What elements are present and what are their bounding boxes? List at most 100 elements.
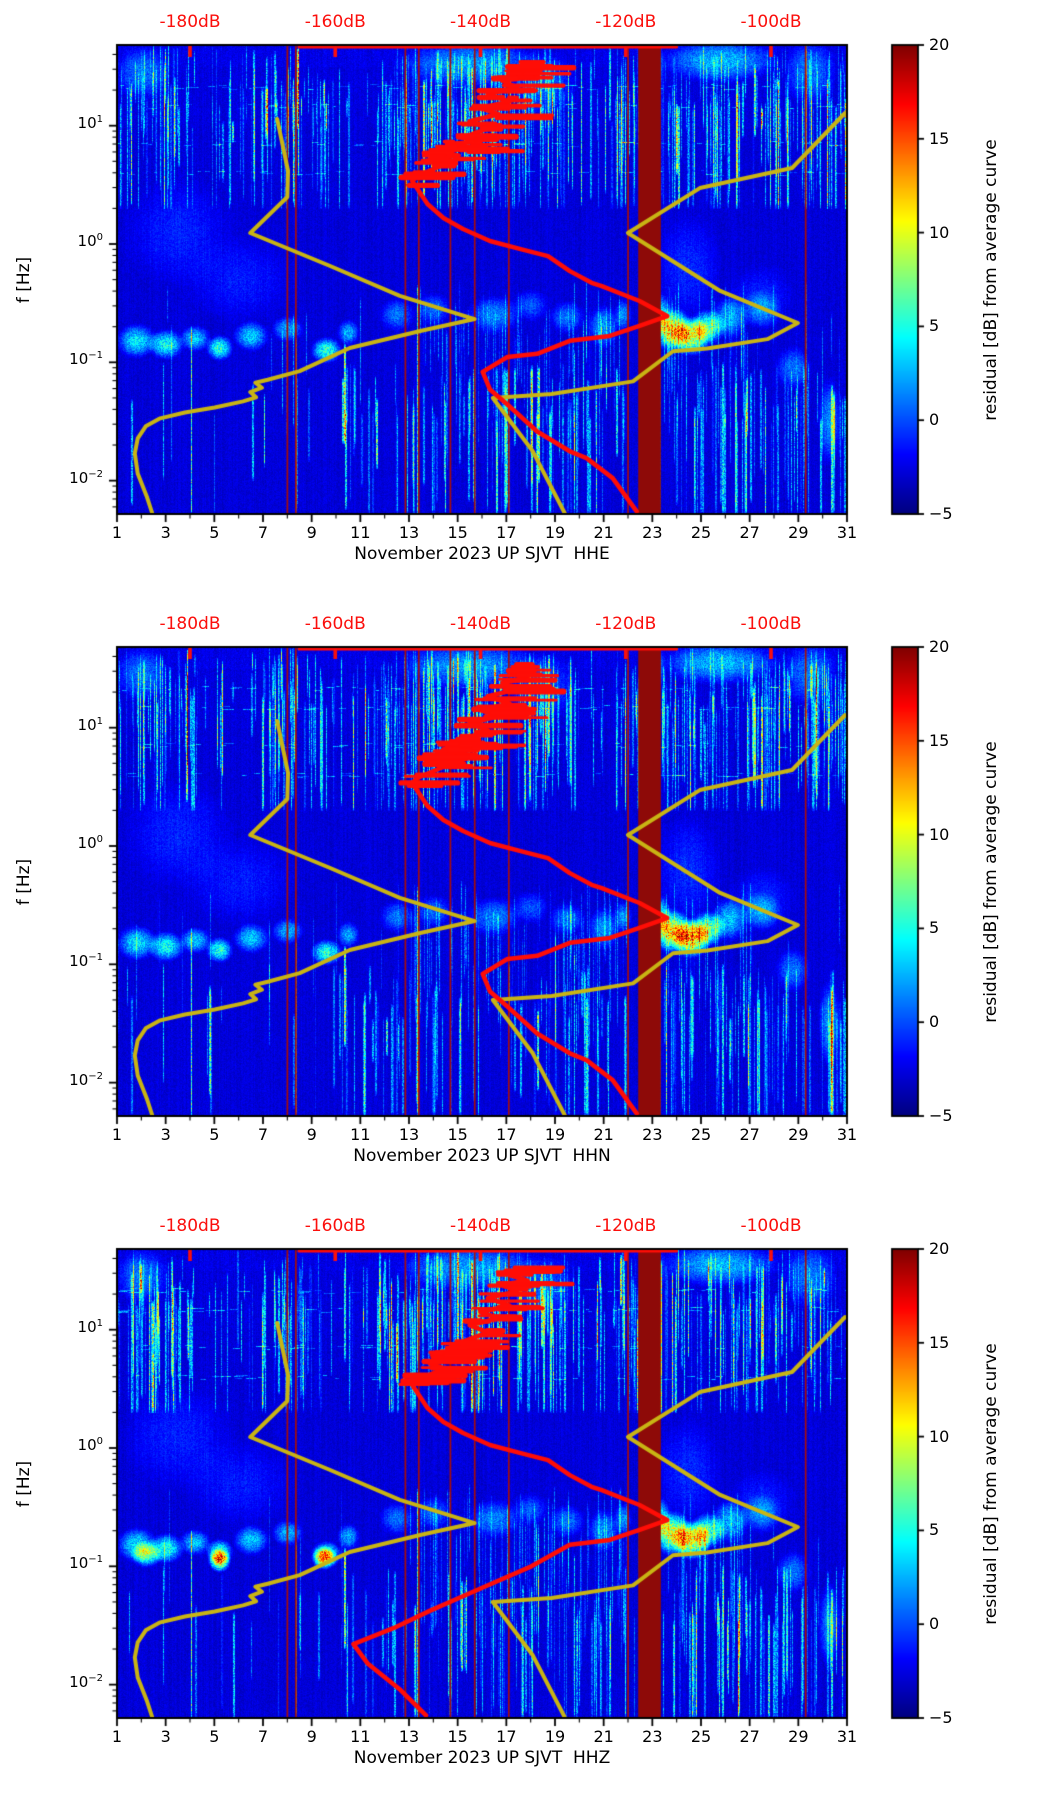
x-tick-label: 9 [306, 523, 317, 542]
x-tick-label: 9 [306, 1125, 317, 1144]
top-axis-tick-label: -100dB [740, 12, 802, 32]
top-axis-tick-label: -140dB [449, 12, 512, 32]
colorbar-tick-label: 20 [929, 35, 950, 54]
x-tick-label: 3 [160, 523, 171, 542]
colorbar-tick-label: 0 [929, 1614, 940, 1634]
x-tick-label: 17 [496, 1727, 517, 1746]
x-tick-label: 29 [788, 1727, 809, 1746]
x-tick-label: 11 [350, 1727, 371, 1746]
x-tick-label: 1 [111, 1727, 123, 1746]
top-axis-tick-label: -160dB [304, 614, 366, 634]
x-tick-label: 15 [447, 1727, 468, 1746]
x-tick-label: 21 [593, 523, 614, 542]
colorbar-tick-label: −5 [929, 1708, 953, 1727]
x-axis-title-hhe: November 2023 UP SJVT HHE [354, 544, 610, 564]
x-tick-label: 13 [398, 1125, 420, 1144]
top-axis-tick-label: -180dB [159, 1216, 221, 1236]
colorbar-label: residual [dB] from average curve [981, 138, 1001, 421]
y-tick-label: 10−1 [69, 1554, 103, 1573]
x-tick-label: 11 [350, 523, 371, 542]
colorbar-tick-label: 10 [929, 824, 950, 844]
x-tick-label: 29 [788, 523, 809, 542]
x-tick-label: 3 [160, 1727, 171, 1746]
y-axis-label: f [Hz] [14, 1460, 34, 1507]
x-tick-label: 5 [209, 1125, 220, 1144]
x-axis-title-hhz: November 2023 UP SJVT HHZ [353, 1748, 611, 1768]
top-axis-tick-label: -100dB [740, 1216, 802, 1236]
y-tick-label: 10−2 [69, 1672, 103, 1691]
top-axis-tick-label: -120dB [595, 614, 657, 634]
panel-hhz: -180dB -160dB -140dB -120dB -100dB 1 3 5 7 9 11 13 1… [0, 1204, 1052, 1806]
y-tick-label: 101 [77, 113, 103, 132]
colorbar-tick-label: 10 [929, 1426, 950, 1446]
x-tick-label: 23 [642, 1727, 663, 1746]
x-tick-label: 31 [836, 523, 858, 542]
y-tick-label: 100 [77, 232, 103, 250]
y-tick-label: 101 [77, 1317, 103, 1336]
top-axis-tick-label: -100dB [740, 614, 802, 634]
colorbar-tick-label: 5 [929, 918, 940, 938]
colorbar-tick-label: 20 [929, 637, 950, 656]
x-tick-label: 27 [739, 523, 760, 542]
x-tick-label: 21 [593, 1125, 614, 1144]
y-tick-label: 100 [77, 834, 103, 852]
y-tick-label: 100 [77, 1436, 103, 1454]
top-axis-tick-label: -120dB [595, 12, 657, 32]
x-tick-label: 31 [836, 1125, 858, 1144]
y-tick-label: 10−2 [69, 468, 103, 487]
x-tick-label: 3 [160, 1125, 171, 1144]
top-axis-tick-label: -140dB [449, 614, 512, 634]
x-tick-label: 13 [398, 523, 420, 542]
x-tick-label: 7 [257, 1125, 269, 1144]
y-tick-label: 10−2 [69, 1070, 103, 1089]
x-tick-label: 27 [739, 1727, 760, 1746]
colorbar-tick-label: 0 [929, 1012, 940, 1032]
x-tick-label: 11 [350, 1125, 371, 1144]
y-tick-label: 101 [77, 715, 103, 734]
colorbar-label: residual [dB] from average curve [981, 740, 1001, 1023]
y-tick-label: 10−1 [69, 350, 103, 369]
x-tick-label: 23 [642, 523, 663, 542]
x-tick-label: 7 [257, 523, 269, 542]
top-axis-tick-label: -180dB [159, 12, 221, 32]
colorbar-tick-label: −5 [929, 1106, 953, 1125]
spectrogram-canvas-hhn [0, 602, 1052, 1204]
x-tick-label: 31 [836, 1727, 858, 1746]
x-tick-label: 25 [690, 1727, 712, 1746]
colorbar-tick-label: −5 [929, 504, 953, 523]
y-axis-label: f [Hz] [14, 858, 34, 905]
colorbar-tick-label: 15 [929, 128, 950, 148]
x-tick-label: 23 [642, 1125, 663, 1144]
x-tick-label: 13 [398, 1727, 420, 1746]
panel-hhe: -180dB -160dB -140dB -120dB -100dB 1 3 5 7 9 11 13 1… [0, 0, 1052, 602]
y-tick-label: 10−1 [69, 952, 103, 971]
x-tick-label: 27 [739, 1125, 760, 1144]
x-tick-label: 15 [447, 1125, 468, 1144]
x-tick-label: 17 [496, 1125, 517, 1144]
colorbar-tick-label: 0 [929, 410, 940, 430]
x-tick-label: 19 [544, 1125, 566, 1144]
x-axis-title-hhn: November 2023 UP SJVT HHN [353, 1146, 611, 1166]
x-tick-label: 21 [593, 1727, 614, 1746]
colorbar-label: residual [dB] from average curve [981, 1342, 1001, 1625]
x-tick-label: 7 [257, 1727, 269, 1746]
colorbar-tick-label: 15 [929, 730, 950, 750]
colorbar-tick-label: 5 [929, 316, 940, 336]
colorbar-tick-label: 10 [929, 222, 950, 242]
colorbar-tick-label: 20 [929, 1239, 950, 1258]
y-axis-label: f [Hz] [14, 256, 34, 303]
top-axis-tick-label: -160dB [304, 12, 366, 32]
x-tick-label: 19 [544, 523, 566, 542]
x-tick-label: 17 [496, 523, 517, 542]
panel-hhn: -180dB -160dB -140dB -120dB -100dB 1 3 5 7 9 11 13 1… [0, 602, 1052, 1204]
x-tick-label: 15 [447, 523, 468, 542]
x-tick-label: 19 [544, 1727, 566, 1746]
x-tick-label: 29 [788, 1125, 809, 1144]
top-axis-tick-label: -180dB [159, 614, 221, 634]
top-axis-tick-label: -120dB [595, 1216, 657, 1236]
colorbar-tick-label: 15 [929, 1332, 950, 1352]
x-tick-label: 25 [690, 523, 712, 542]
x-tick-label: 1 [111, 1125, 123, 1144]
x-tick-label: 5 [209, 523, 220, 542]
